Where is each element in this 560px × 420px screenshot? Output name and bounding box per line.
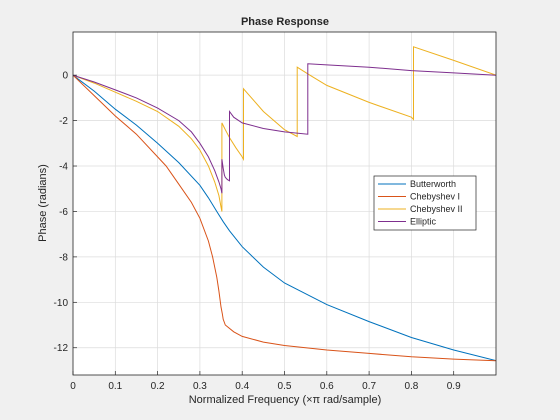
y-tick-label: -4 [59,162,68,173]
x-tick-label: 0.1 [108,381,122,392]
series-line-chebyshev-ii [73,46,496,212]
legend: Butterworth Chebyshev I Chebyshev II Ellipt… [373,175,477,231]
x-tick-label: 0.2 [151,381,165,392]
x-tick-label: 0.7 [362,381,376,392]
y-tick-label: -10 [54,298,69,309]
legend-label-chebyshev-ii: Chebyshev II [410,204,463,214]
legend-label-butterworth: Butterworth [410,179,456,189]
y-tick-label: -6 [59,207,68,218]
y-tick-label: 0 [62,71,68,82]
legend-label-elliptic: Elliptic [410,217,437,227]
axis-ticks: 0 0.1 0.2 0.3 0.4 0.5 0.6 0.7 0.8 0.9 0 -2 -4 -6 -8 -10… [54,71,462,392]
series-line-elliptic [73,63,496,194]
x-tick-label: 0.8 [404,381,418,392]
chart-title: Phase Response [241,16,329,28]
x-tick-label: 0.5 [278,381,292,392]
series-line-chebyshev-i [73,74,496,362]
series-lines [73,46,496,362]
legend-label-chebyshev-i: Chebyshev I [410,192,460,202]
x-tick-label: 0.9 [447,381,461,392]
y-tick-label: -8 [59,252,68,263]
grid [72,32,496,375]
y-axis-label: Phase (radians) [37,164,49,242]
y-tick-label: -12 [54,343,69,354]
x-axis-label: Normalized Frequency (×π rad/sample) [189,394,382,406]
x-tick-label: 0.4 [235,381,249,392]
series-line-butterworth [73,74,496,362]
y-tick-label: -2 [59,116,68,127]
x-tick-label: 0.6 [320,381,334,392]
x-tick-label: 0 [70,381,76,392]
x-tick-label: 0.3 [193,381,207,392]
